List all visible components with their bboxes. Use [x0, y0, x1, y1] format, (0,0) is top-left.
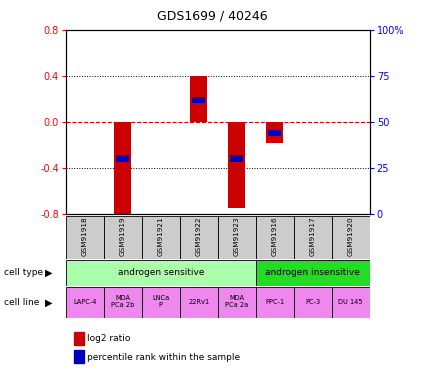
FancyBboxPatch shape	[104, 286, 142, 318]
Text: DU 145: DU 145	[338, 299, 363, 305]
Text: GSM91919: GSM91919	[120, 216, 126, 256]
FancyBboxPatch shape	[256, 260, 370, 286]
Text: 22Rv1: 22Rv1	[188, 299, 210, 305]
FancyBboxPatch shape	[332, 286, 370, 318]
FancyBboxPatch shape	[142, 286, 180, 318]
FancyBboxPatch shape	[66, 216, 104, 259]
Text: GSM91922: GSM91922	[196, 216, 202, 256]
Bar	[193, 97, 205, 103]
Text: PPC-1: PPC-1	[265, 299, 284, 305]
Text: GSM91916: GSM91916	[272, 216, 278, 256]
Bar	[230, 156, 243, 162]
FancyBboxPatch shape	[294, 286, 332, 318]
FancyBboxPatch shape	[218, 286, 256, 318]
Bar	[228, 122, 245, 208]
Text: GSM91918: GSM91918	[82, 216, 88, 256]
FancyBboxPatch shape	[218, 216, 256, 259]
FancyBboxPatch shape	[142, 216, 180, 259]
FancyBboxPatch shape	[256, 216, 294, 259]
FancyBboxPatch shape	[104, 216, 142, 259]
Text: cell type: cell type	[4, 268, 43, 277]
Text: GSM91920: GSM91920	[348, 216, 354, 256]
FancyBboxPatch shape	[66, 260, 256, 286]
Bar	[190, 76, 207, 122]
Bar	[266, 122, 283, 142]
Bar	[116, 156, 129, 162]
Text: GSM91923: GSM91923	[234, 216, 240, 256]
FancyBboxPatch shape	[332, 216, 370, 259]
FancyBboxPatch shape	[66, 286, 104, 318]
Text: GDS1699 / 40246: GDS1699 / 40246	[157, 9, 268, 22]
Text: ▶: ▶	[45, 268, 53, 278]
Bar	[268, 130, 281, 136]
Text: cell line: cell line	[4, 298, 40, 307]
Text: LNCa
P: LNCa P	[152, 295, 170, 308]
Text: androgen insensitive: androgen insensitive	[265, 268, 360, 277]
Text: ▶: ▶	[45, 297, 53, 307]
Text: GSM91921: GSM91921	[158, 216, 164, 256]
Text: PC-3: PC-3	[305, 299, 320, 305]
FancyBboxPatch shape	[180, 216, 218, 259]
FancyBboxPatch shape	[180, 286, 218, 318]
Text: GSM91917: GSM91917	[310, 216, 316, 256]
Text: LAPC-4: LAPC-4	[73, 299, 96, 305]
FancyBboxPatch shape	[256, 286, 294, 318]
Text: MDA
PCa 2b: MDA PCa 2b	[111, 295, 135, 308]
Bar	[114, 122, 131, 216]
Text: percentile rank within the sample: percentile rank within the sample	[87, 352, 240, 362]
Text: log2 ratio: log2 ratio	[87, 334, 130, 343]
Text: androgen sensitive: androgen sensitive	[118, 268, 204, 277]
FancyBboxPatch shape	[294, 216, 332, 259]
Text: MDA
PCa 2a: MDA PCa 2a	[225, 295, 249, 308]
